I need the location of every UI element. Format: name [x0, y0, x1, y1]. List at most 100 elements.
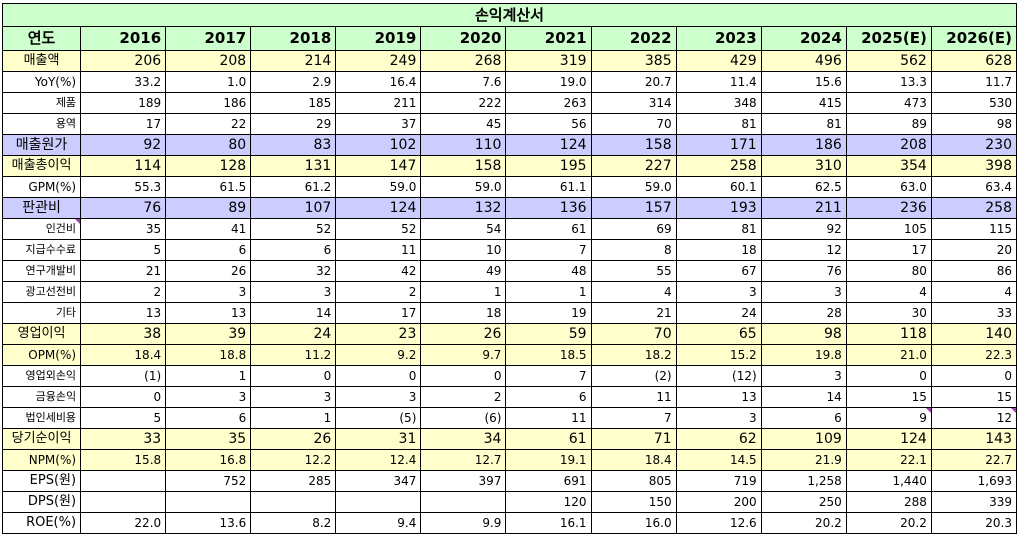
value-cell[interactable]: 136	[505, 197, 592, 219]
value-cell[interactable]: 3	[250, 281, 337, 303]
value-cell[interactable]: 19.1	[505, 449, 592, 471]
value-cell[interactable]: 20.3	[930, 512, 1018, 534]
header-year-cell[interactable]: 2018	[250, 26, 337, 51]
value-cell[interactable]: 15.6	[760, 71, 847, 93]
row-label-cell[interactable]: 광고선전비	[1, 281, 82, 303]
row-label-cell[interactable]: 영업외손익	[1, 365, 82, 387]
value-cell[interactable]: 288	[845, 491, 932, 513]
value-cell[interactable]: 55	[590, 260, 677, 282]
value-cell[interactable]: 37	[335, 113, 422, 135]
value-cell[interactable]: 15.8	[80, 449, 167, 471]
row-label-cell[interactable]: NPM(%)	[1, 449, 82, 471]
value-cell[interactable]: 118	[845, 323, 932, 345]
value-cell[interactable]: 1	[420, 281, 507, 303]
value-cell[interactable]: 102	[335, 134, 422, 156]
value-cell[interactable]: 92	[80, 134, 167, 156]
value-cell[interactable]: 385	[590, 50, 677, 72]
value-cell[interactable]: 11.2	[250, 344, 337, 366]
value-cell[interactable]: 429	[675, 50, 762, 72]
value-cell[interactable]: 16.1	[505, 512, 592, 534]
value-cell[interactable]: 18.4	[590, 449, 677, 471]
value-cell[interactable]: 17	[80, 113, 167, 135]
value-cell[interactable]: 98	[930, 113, 1018, 135]
value-cell[interactable]: 1	[250, 407, 337, 429]
value-cell[interactable]: 12.4	[335, 449, 422, 471]
value-cell[interactable]: 314	[590, 92, 677, 114]
value-cell[interactable]: 258	[675, 155, 762, 177]
value-cell[interactable]: 3	[335, 386, 422, 408]
value-cell[interactable]: 22.3	[930, 344, 1018, 366]
value-cell[interactable]: 70	[590, 323, 677, 345]
value-cell[interactable]: 15	[845, 386, 932, 408]
value-cell[interactable]: 81	[675, 113, 762, 135]
value-cell[interactable]: 12	[930, 407, 1018, 429]
value-cell[interactable]: 55.3	[80, 176, 167, 198]
value-cell[interactable]: 33.2	[80, 71, 167, 93]
value-cell[interactable]: 16.0	[590, 512, 677, 534]
value-cell[interactable]: 59.0	[590, 176, 677, 198]
value-cell[interactable]: 143	[930, 428, 1018, 450]
value-cell[interactable]: 21	[80, 260, 167, 282]
value-cell[interactable]: 24	[250, 323, 337, 345]
value-cell[interactable]: 9	[845, 407, 932, 429]
value-cell[interactable]: 347	[335, 470, 422, 492]
value-cell[interactable]: 23	[335, 323, 422, 345]
value-cell[interactable]: 9.2	[335, 344, 422, 366]
value-cell[interactable]: 7.6	[420, 71, 507, 93]
value-cell[interactable]: 5	[80, 407, 167, 429]
value-cell[interactable]: 185	[250, 92, 337, 114]
value-cell[interactable]: 186	[760, 134, 847, 156]
value-cell[interactable]: 20	[930, 239, 1018, 261]
value-cell[interactable]: 26	[250, 428, 337, 450]
row-label-cell[interactable]: OPM(%)	[1, 344, 82, 366]
value-cell[interactable]: 115	[930, 218, 1018, 240]
row-label-cell[interactable]: 판관비	[1, 197, 82, 219]
header-year-cell[interactable]: 2019	[335, 26, 422, 51]
value-cell[interactable]	[165, 491, 252, 513]
value-cell[interactable]	[420, 491, 507, 513]
value-cell[interactable]: 222	[420, 92, 507, 114]
value-cell[interactable]: 59	[505, 323, 592, 345]
value-cell[interactable]	[250, 491, 337, 513]
value-cell[interactable]: 0	[335, 365, 422, 387]
value-cell[interactable]: 2	[335, 281, 422, 303]
value-cell[interactable]: 62	[675, 428, 762, 450]
value-cell[interactable]: 11.4	[675, 71, 762, 93]
value-cell[interactable]: 81	[675, 218, 762, 240]
value-cell[interactable]: 48	[505, 260, 592, 282]
row-label-cell[interactable]: GPM(%)	[1, 176, 82, 198]
value-cell[interactable]: 16.4	[335, 71, 422, 93]
value-cell[interactable]: 63.4	[930, 176, 1018, 198]
value-cell[interactable]: 98	[760, 323, 847, 345]
value-cell[interactable]: 30	[845, 302, 932, 324]
value-cell[interactable]: 10	[420, 239, 507, 261]
value-cell[interactable]: 14.5	[675, 449, 762, 471]
value-cell[interactable]: 1	[165, 365, 252, 387]
value-cell[interactable]: 1,440	[845, 470, 932, 492]
value-cell[interactable]: 2	[80, 281, 167, 303]
value-cell[interactable]: 158	[590, 134, 677, 156]
value-cell[interactable]: 208	[165, 50, 252, 72]
value-cell[interactable]: 18.4	[80, 344, 167, 366]
row-label-cell[interactable]: 금융손익	[1, 386, 82, 408]
value-cell[interactable]: 18.2	[590, 344, 677, 366]
value-cell[interactable]: 83	[250, 134, 337, 156]
value-cell[interactable]: 22.0	[80, 512, 167, 534]
value-cell[interactable]: 12	[760, 239, 847, 261]
value-cell[interactable]: 107	[250, 197, 337, 219]
value-cell[interactable]: 398	[930, 155, 1018, 177]
value-cell[interactable]: 1,693	[930, 470, 1018, 492]
value-cell[interactable]: 45	[420, 113, 507, 135]
value-cell[interactable]: 11	[335, 239, 422, 261]
value-cell[interactable]: 67	[675, 260, 762, 282]
value-cell[interactable]: 71	[590, 428, 677, 450]
value-cell[interactable]: 147	[335, 155, 422, 177]
value-cell[interactable]	[80, 491, 167, 513]
value-cell[interactable]: 5	[80, 239, 167, 261]
value-cell[interactable]: 3	[250, 386, 337, 408]
value-cell[interactable]: 80	[165, 134, 252, 156]
value-cell[interactable]: 110	[420, 134, 507, 156]
value-cell[interactable]: 8	[590, 239, 677, 261]
value-cell[interactable]: 2	[420, 386, 507, 408]
value-cell[interactable]: 11	[590, 386, 677, 408]
